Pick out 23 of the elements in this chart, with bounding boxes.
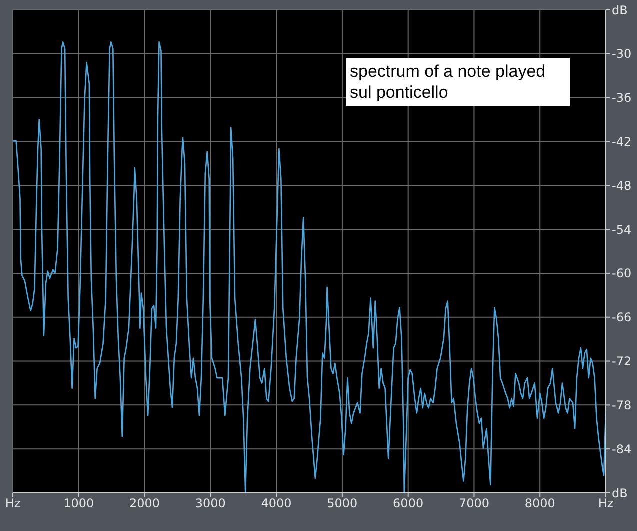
y-tick-label: dB	[612, 3, 628, 18]
x-tick-label: 3000	[195, 496, 226, 511]
annotation: spectrum of a note played sul ponticello	[346, 58, 570, 106]
x-tick-label: 1000	[64, 496, 94, 511]
y-tick-label: -54	[612, 222, 632, 237]
x-tick-label: Hz	[598, 496, 614, 511]
y-tick-label: -60	[612, 266, 632, 281]
x-tick-label: 5000	[327, 496, 358, 511]
y-tick-label: -30	[612, 47, 632, 62]
y-tick-label: -84	[612, 442, 632, 456]
y-tick-label: -72	[612, 354, 632, 369]
y-tick-label: -36	[612, 91, 632, 106]
x-tick-label: 8000	[524, 496, 556, 511]
y-tick-label: -42	[612, 134, 632, 149]
y-tick-label: -48	[612, 178, 632, 193]
x-tick-label: 6000	[393, 496, 424, 511]
y-tick-label: -66	[612, 310, 632, 325]
y-tick-label: dB	[612, 486, 628, 500]
x-tick-label: 4000	[261, 496, 292, 511]
x-tick-label: Hz	[5, 496, 21, 511]
x-tick-label: 7000	[458, 496, 490, 511]
y-tick-label: -78	[612, 398, 632, 412]
x-tick-label: 2000	[130, 496, 160, 511]
